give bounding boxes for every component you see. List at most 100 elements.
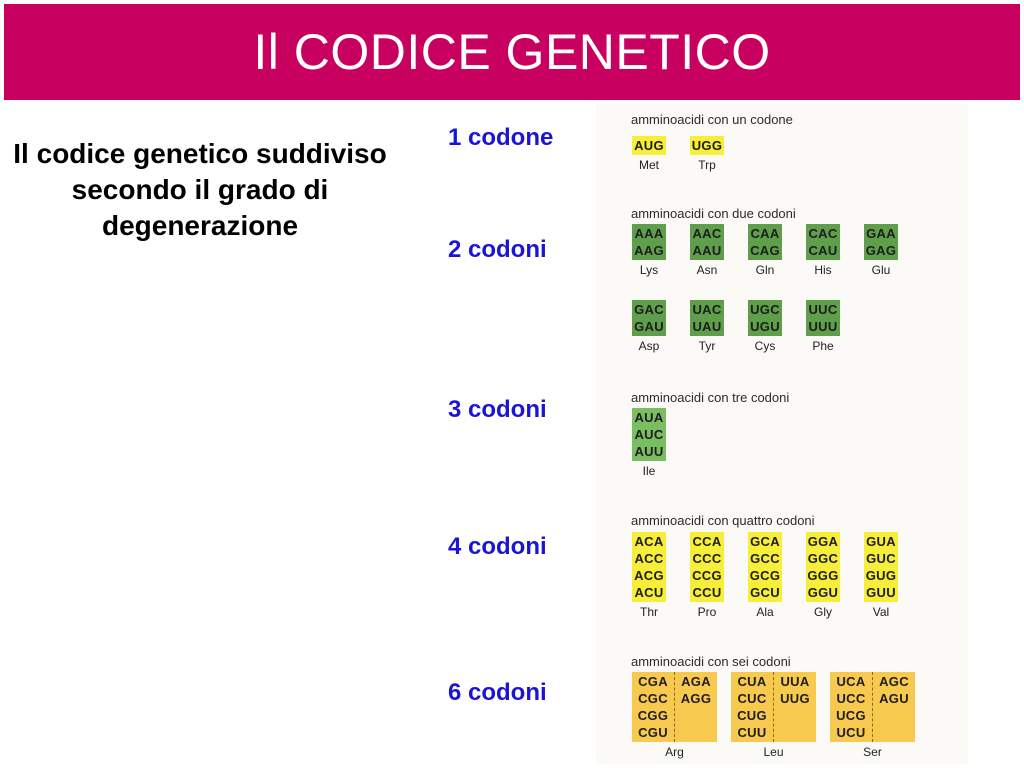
heading-six-codons: amminoacidi con sei codoni <box>631 654 791 669</box>
amino-acid-label: Glu <box>871 263 891 277</box>
codon: UCG <box>836 708 866 723</box>
codon-column-left: CUA CUC CUG CUU <box>731 672 774 742</box>
codon: UAC <box>692 302 722 317</box>
title-bar: Il CODICE GENETICO <box>4 4 1020 100</box>
codon: GAC <box>634 302 664 317</box>
amino-acid-label: Thr <box>640 605 658 619</box>
codon: AAU <box>692 243 722 258</box>
codon-box: GAA GAG <box>864 224 898 260</box>
four-codon-row: ACA ACC ACG ACU Thr CCA CCC CCG CCU Pro GCA GCC GCG G… <box>632 532 922 619</box>
codon: AAA <box>634 226 664 241</box>
amino-acid-label: Ile <box>642 464 656 478</box>
codon: UGG <box>691 138 723 153</box>
amino-acid-group: GGA GGC GGG GGU Gly <box>806 532 840 619</box>
label-6-codoni: 6 codoni <box>448 679 547 706</box>
label-2-codoni: 2 codoni <box>448 236 547 263</box>
label-4-codoni: 4 codoni <box>448 533 547 560</box>
codon: UGC <box>750 302 780 317</box>
codon: CUC <box>737 691 767 706</box>
codon: AUG <box>634 138 664 153</box>
codon: CAG <box>750 243 780 258</box>
heading-two-codons: amminoacidi con due codoni <box>631 206 796 221</box>
codon: GGG <box>807 568 839 583</box>
codon: CUG <box>737 708 767 723</box>
six-codon-row: CGA CGC CGG CGU AGA AGG Arg CUA CUC CUG CUU UUA UUG L… <box>632 672 929 759</box>
codon-box: AAC AAU <box>690 224 724 260</box>
codon: AGU <box>879 691 909 706</box>
amino-acid-label: Asn <box>696 263 718 277</box>
amino-acid-group: CAA CAG Gln <box>748 224 782 277</box>
codon: ACU <box>634 585 664 600</box>
codon: UUG <box>780 691 810 706</box>
codon: CGG <box>637 708 669 723</box>
amino-acid-group: UUC UUU Phe <box>806 300 840 353</box>
codon: GCG <box>749 568 781 583</box>
codon: AGA <box>681 674 711 689</box>
codon-box: CCA CCC CCG CCU <box>690 532 724 602</box>
codon-column-left: CGA CGC CGG CGU <box>632 672 675 742</box>
codon-box: UGC UGU <box>748 300 782 336</box>
amino-acid-group: UCA UCC UCG UCU AGC AGU Ser <box>830 672 915 759</box>
codon-box: AUG <box>632 136 666 155</box>
codon: UCC <box>836 691 866 706</box>
codon: CCU <box>692 585 722 600</box>
amino-acid-group: GAC GAU Asp <box>632 300 666 353</box>
amino-acid-group: CCA CCC CCG CCU Pro <box>690 532 724 619</box>
amino-acid-label: Gly <box>814 605 832 619</box>
codon: GGU <box>807 585 839 600</box>
amino-acid-label: His <box>814 263 832 277</box>
amino-acid-group: CGA CGC CGG CGU AGA AGG Arg <box>632 672 717 759</box>
label-3-codoni: 3 codoni <box>448 396 547 423</box>
amino-acid-group: GUA GUC GUG GUU Val <box>864 532 898 619</box>
amino-acid-label: Trp <box>698 158 716 172</box>
codon: UGU <box>750 319 780 334</box>
two-codon-row-2: GAC GAU Asp UAC UAU Tyr UGC UGU Cys UUC UUU Phe <box>632 300 864 353</box>
codon-box: GGA GGC GGG GGU <box>806 532 840 602</box>
codon: GCA <box>750 534 780 549</box>
codon: AUC <box>634 427 664 442</box>
amino-acid-group: AUG Met <box>632 136 666 172</box>
codon: AUA <box>634 410 664 425</box>
codon: UCA <box>836 674 866 689</box>
codon-box: UGG <box>690 136 724 155</box>
heading-one-codon: amminoacidi con un codone <box>631 112 793 127</box>
codon: AGC <box>879 674 909 689</box>
codon: GGC <box>807 551 839 566</box>
codon: AAG <box>634 243 664 258</box>
amino-acid-group: UGG Trp <box>690 136 724 172</box>
codon: GAA <box>866 226 896 241</box>
amino-acid-group: UGC UGU Cys <box>748 300 782 353</box>
codon-column-left: UCA UCC UCG UCU <box>830 672 873 742</box>
codon-column-right: UUA UUG <box>774 672 816 742</box>
two-codon-row-1: AAA AAG Lys AAC AAU Asn CAA CAG Gln CAC CAU His GAA G… <box>632 224 922 277</box>
codon-box: CUA CUC CUG CUU UUA UUG <box>731 672 816 742</box>
codon-box: CAA CAG <box>748 224 782 260</box>
codon: CCG <box>692 568 722 583</box>
codon: GCC <box>750 551 780 566</box>
codon: GUC <box>866 551 896 566</box>
amino-acid-label: Asp <box>638 339 660 353</box>
amino-acid-group: AUA AUC AUU Ile <box>632 408 666 478</box>
amino-acid-group: AAA AAG Lys <box>632 224 666 277</box>
amino-acid-label: Ser <box>863 745 882 759</box>
codon: GGA <box>807 534 839 549</box>
codon: GAG <box>865 243 897 258</box>
amino-acid-label: Gln <box>755 263 775 277</box>
one-codon-row: AUG Met UGG Trp <box>632 136 748 172</box>
label-1-codone: 1 codone <box>448 124 554 151</box>
codon-box: UUC UUU <box>806 300 840 336</box>
amino-acid-label: Val <box>872 605 890 619</box>
codon-box: UAC UAU <box>690 300 724 336</box>
codon: GUU <box>866 585 896 600</box>
codon: CCA <box>692 534 722 549</box>
codon: ACA <box>634 534 664 549</box>
codon-column-right: AGC AGU <box>873 672 915 742</box>
slide-subtitle: Il codice genetico suddiviso secondo il … <box>13 138 387 241</box>
codon-box: CAC CAU <box>806 224 840 260</box>
amino-acid-group: CUA CUC CUG CUU UUA UUG Leu <box>731 672 816 759</box>
codon: GUA <box>866 534 896 549</box>
codon: AGG <box>680 691 712 706</box>
codon: CAA <box>750 226 780 241</box>
amino-acid-label: Pro <box>697 605 717 619</box>
codon-box: CGA CGC CGG CGU AGA AGG <box>632 672 717 742</box>
